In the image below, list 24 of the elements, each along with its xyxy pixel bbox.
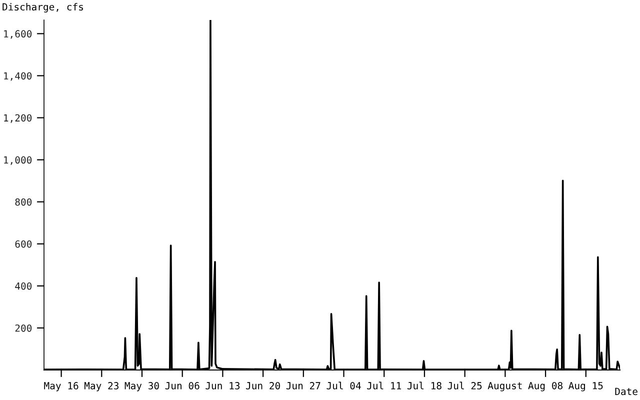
y-tick-label: 200 (15, 324, 32, 332)
x-tick-label: August (488, 382, 522, 392)
x-tick-label: Jul 11 (367, 382, 402, 390)
x-tick-label: Aug 15 (568, 382, 603, 392)
x-tick-label: May 16 (44, 382, 78, 392)
y-tick-label: 1,400 (4, 72, 32, 81)
x-tick-label: May 30 (124, 382, 159, 392)
x-tick-label: Jun 27 (286, 382, 320, 390)
x-tick-label: Aug 08 (528, 382, 562, 392)
y-tick-label: 800 (15, 198, 32, 206)
x-tick-label: Jul 25 (448, 382, 482, 390)
x-tick-label: Jun 06 (165, 382, 200, 390)
x-tick-label: Jul 18 (407, 382, 442, 390)
x-tick-label: May 23 (84, 382, 118, 392)
x-axis-title: Date (615, 388, 638, 396)
y-tick-label: 1,200 (4, 114, 32, 123)
y-tick-label: 600 (15, 240, 32, 248)
x-tick-label: Jun 13 (206, 382, 240, 390)
x-tick-label: Jun 20 (246, 382, 280, 390)
x-tick-label: Jul 04 (326, 382, 361, 390)
y-tick-label: 400 (15, 282, 32, 290)
y-tick-label: 1,600 (4, 30, 32, 39)
y-tick-label: 1,000 (4, 156, 32, 165)
y-axis-title: Discharge, cfs (2, 3, 83, 12)
